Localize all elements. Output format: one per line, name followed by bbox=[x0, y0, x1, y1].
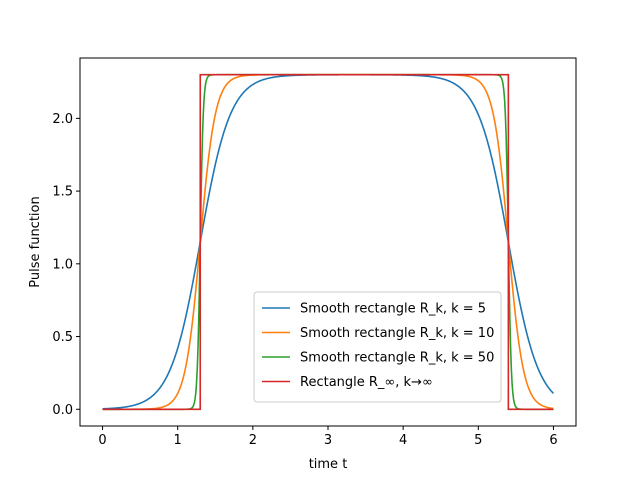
x-tick-label: 6 bbox=[549, 433, 557, 448]
legend-entry-4: Rectangle R_∞, k→∞ bbox=[300, 375, 433, 390]
x-tick-label: 0 bbox=[98, 433, 106, 448]
y-tick-label: 2.0 bbox=[52, 112, 73, 127]
legend-entry-2: Smooth rectangle R_k, k = 10 bbox=[300, 326, 494, 341]
x-tick-label: 4 bbox=[399, 433, 407, 448]
y-tick-label: 1.0 bbox=[52, 257, 73, 272]
legend-box bbox=[253, 291, 502, 403]
legend: Smooth rectangle R_k, k = 5 Smooth rectan… bbox=[253, 291, 502, 403]
y-axis-label: Pulse function bbox=[28, 196, 43, 287]
x-tick-label: 1 bbox=[174, 433, 182, 448]
x-tick-label: 5 bbox=[474, 433, 482, 448]
legend-entry-3: Smooth rectangle R_k, k = 50 bbox=[300, 351, 494, 366]
plot-lines bbox=[102, 73, 555, 411]
x-axis-label: time t bbox=[309, 457, 348, 472]
x-tick-label: 2 bbox=[249, 433, 257, 448]
series-line-4 bbox=[102, 73, 554, 411]
y-tick-label: 1.5 bbox=[52, 185, 73, 200]
y-axis-ticks: 0.0 0.5 1.0 1.5 2.0 bbox=[52, 112, 80, 418]
x-tick-label: 3 bbox=[324, 433, 332, 448]
x-axis-ticks: 0 1 2 3 4 5 6 bbox=[98, 426, 558, 448]
y-tick-label: 0.0 bbox=[52, 403, 73, 418]
legend-entry-1: Smooth rectangle R_k, k = 5 bbox=[300, 302, 486, 317]
y-tick-label: 0.5 bbox=[52, 330, 73, 345]
